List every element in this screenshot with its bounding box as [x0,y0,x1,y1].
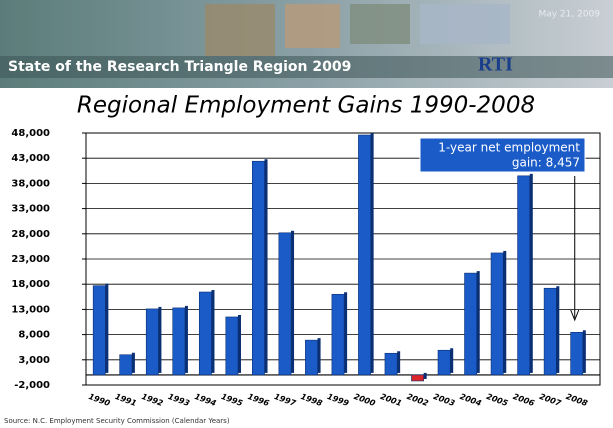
y-tick-label: 23,000 [11,254,50,265]
bar [331,293,345,376]
x-tick-label: 2000 [353,392,377,408]
x-tick-label: 1997 [273,392,297,408]
chart-title: Regional Employment Gains 1990-2008 [77,93,535,119]
photo [350,4,410,44]
photo [205,4,275,56]
x-tick-label: 2006 [512,392,536,408]
y-tick-label: 28,000 [11,229,50,240]
bar-side [211,290,215,373]
bar [92,285,106,376]
logo: RTI [478,54,513,76]
bar [464,272,478,376]
x-tick-label: 1990 [87,392,111,408]
x-tick-label: 2002 [406,392,430,408]
source: Source: N.C. Employment Security Commiss… [4,417,230,425]
x-tick-label: 2008 [565,392,589,408]
x-tick-label: 1999 [326,392,350,408]
bar-side [158,306,162,373]
bar-side [264,159,268,373]
bar [225,316,239,376]
y-tick-label: -2,000 [14,380,50,391]
y-tick-label: 33,000 [11,204,50,215]
bar-side [317,338,321,373]
annotation-text: gain: 8,457 [512,156,580,170]
bar [411,374,424,382]
bar-side [450,348,454,373]
y-tick-label: 18,000 [11,279,50,290]
photo [285,4,340,48]
y-tick-label: 8,000 [18,330,50,341]
bar [172,307,186,376]
bar [119,354,133,376]
y-tick-label: 43,000 [11,153,50,164]
x-tick-label: 1991 [114,392,138,408]
bar-side [184,305,188,373]
arrow-head [570,309,580,322]
bar-side [370,133,374,373]
x-tick-label: 1995 [220,392,244,408]
x-tick-label: 2005 [485,392,509,408]
header-title: State of the Research Triangle Region 20… [8,59,351,75]
bar-side [529,173,533,373]
bar-side [105,283,109,373]
bar [543,287,557,376]
photo [420,4,510,44]
bar [384,352,398,376]
x-tick-label: 1998 [299,392,323,408]
x-tick-label: 1996 [246,392,270,408]
bar [198,291,212,376]
bar-side [556,286,560,373]
bar-side [582,330,586,373]
bar-side [131,352,135,373]
bar [252,160,265,376]
x-tick-label: 1993 [167,392,191,408]
bar [570,331,584,376]
x-tick-label: 1994 [193,392,217,408]
annotation-box [419,137,586,173]
bar [517,175,531,376]
y-tick-label: 48,000 [11,128,50,139]
x-tick-label: 2007 [538,392,562,408]
y-tick-label: 13,000 [11,304,50,315]
bar [437,349,451,376]
y-tick-label: 3,000 [18,355,50,366]
bar-side [397,351,401,373]
title-strip [0,56,613,78]
bar-side [344,292,348,373]
bar-side [503,250,507,373]
annotation-text: 1-year net employment [438,141,580,155]
bar-side [423,372,427,379]
bar [490,252,504,376]
y-tick-label: 38,000 [11,178,50,189]
bar [278,232,292,376]
bar-side [476,271,480,373]
x-tick-label: 1992 [140,392,164,408]
x-tick-label: 2004 [459,392,483,408]
bar [145,308,159,376]
x-tick-label: 2001 [379,392,403,408]
x-tick-label: 2003 [432,392,456,408]
bar-side [291,230,295,373]
bar-side [237,314,241,373]
header-date: May 21, 2009 [538,10,600,20]
bar [358,134,371,376]
bar [305,339,318,376]
